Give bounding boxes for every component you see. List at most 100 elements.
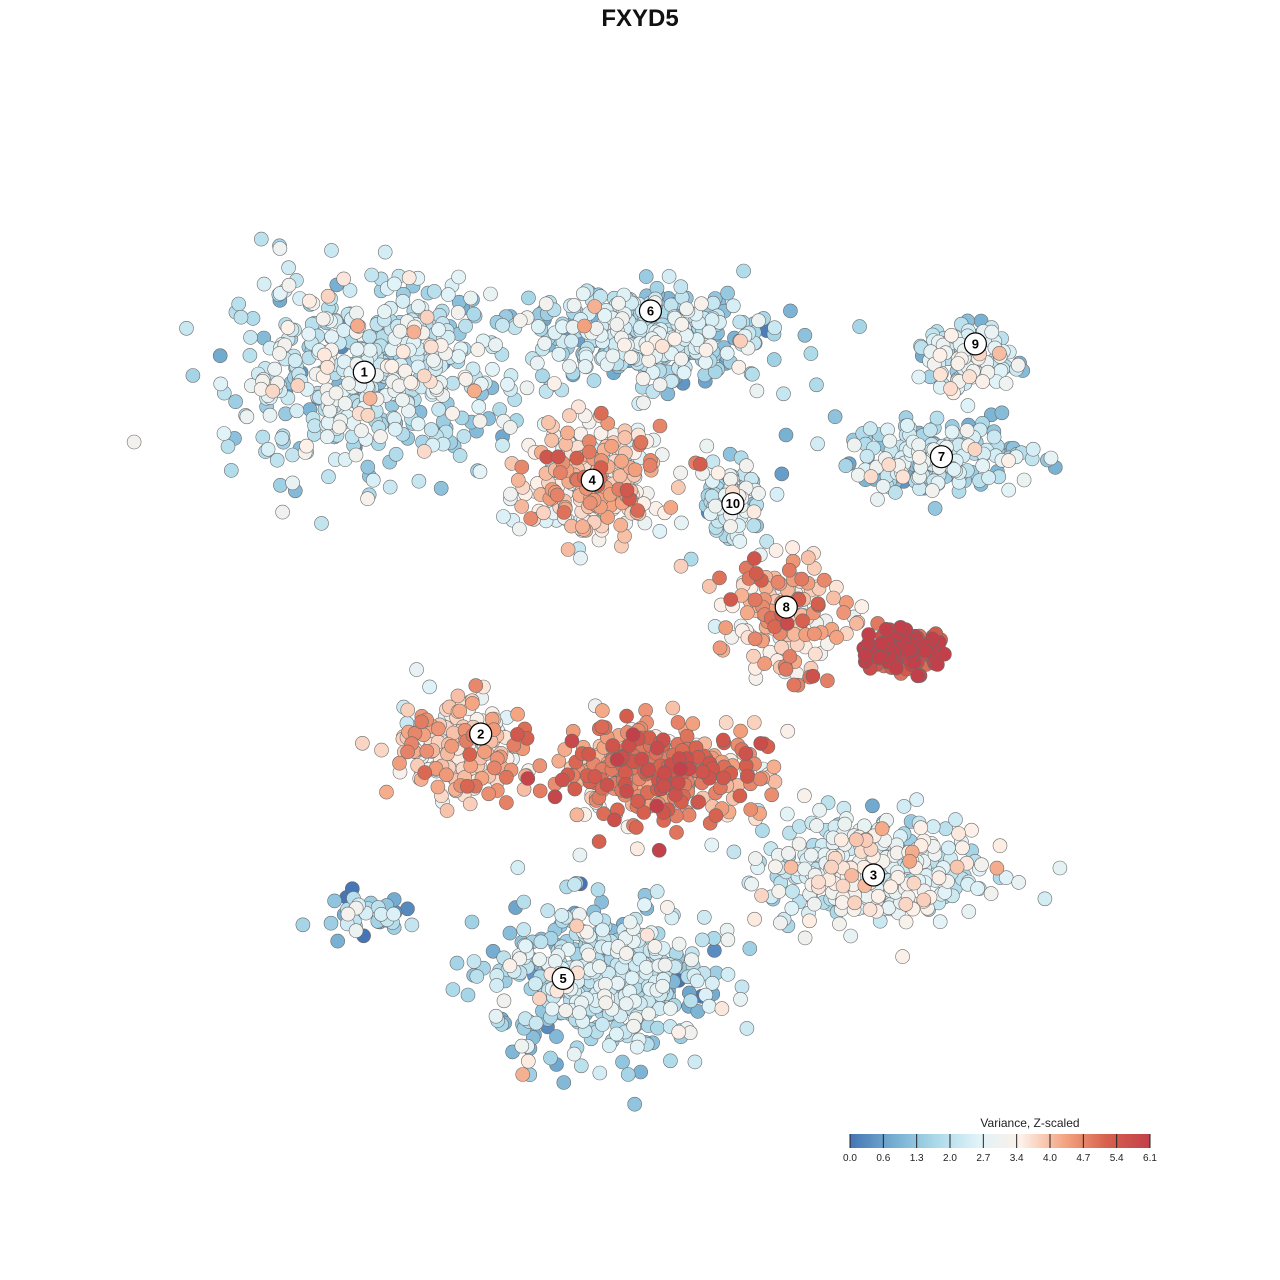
data-point (849, 616, 864, 631)
data-point (701, 998, 717, 1014)
data-point (732, 788, 748, 804)
data-point (431, 322, 446, 337)
data-point (622, 914, 638, 930)
data-point (451, 269, 466, 285)
data-point (670, 480, 686, 495)
data-point (499, 769, 514, 785)
data-point (423, 339, 439, 355)
data-point (746, 551, 762, 566)
data-point (341, 376, 356, 391)
data-point (747, 911, 762, 927)
data-point (502, 925, 518, 941)
data-point (649, 740, 665, 756)
data-point (870, 492, 885, 507)
data-point (625, 727, 641, 743)
data-point (911, 437, 927, 453)
data-point (930, 657, 945, 672)
data-point (832, 916, 847, 932)
data-point (636, 805, 652, 820)
data-point (641, 1006, 657, 1022)
points-layer (126, 231, 1068, 1112)
data-point (242, 348, 258, 363)
data-point (566, 298, 582, 313)
data-point (267, 361, 283, 377)
data-point (998, 376, 1014, 391)
data-point (657, 765, 672, 781)
data-point (499, 795, 514, 810)
data-point (641, 762, 656, 777)
data-point (673, 558, 689, 574)
data-point (547, 789, 563, 805)
cluster-label-8: 8 (774, 595, 798, 619)
data-point (320, 359, 335, 375)
data-point (403, 375, 419, 390)
cluster-label-badge (551, 966, 575, 991)
data-point (465, 696, 480, 711)
data-point (416, 368, 432, 384)
data-point (812, 802, 827, 818)
data-point (348, 447, 364, 463)
data-point (811, 874, 826, 890)
data-point (786, 677, 802, 693)
data-point (836, 605, 852, 620)
data-point (289, 403, 305, 419)
data-point (400, 901, 415, 917)
data-point (767, 774, 783, 789)
data-point (698, 342, 714, 358)
data-point (933, 367, 948, 382)
data-point (546, 376, 562, 391)
data-point (633, 320, 648, 335)
data-point (803, 847, 819, 863)
data-point (1010, 357, 1026, 373)
data-point (827, 409, 843, 425)
data-point (551, 346, 567, 362)
data-point (619, 784, 635, 799)
data-point (510, 706, 525, 722)
cluster-labels-layer: 1 6 9 7 4 10 8 2 3 5 (352, 299, 988, 991)
data-point (520, 1053, 536, 1069)
data-point (837, 816, 853, 832)
data-point (233, 309, 249, 325)
data-point (510, 860, 526, 875)
data-point (871, 650, 887, 666)
data-point (689, 973, 705, 989)
data-point (581, 444, 597, 460)
data-point (426, 353, 441, 368)
data-point (179, 320, 194, 336)
data-point (395, 392, 410, 408)
data-point (470, 342, 486, 357)
data-point (704, 975, 720, 991)
data-point (719, 345, 735, 361)
data-point (496, 993, 512, 1009)
data-point (893, 620, 909, 635)
data-point (911, 449, 927, 465)
data-point (466, 954, 482, 969)
data-point (797, 327, 813, 343)
data-point (848, 832, 864, 848)
data-point (1052, 860, 1068, 876)
data-point (791, 836, 807, 852)
data-point (661, 269, 677, 284)
data-point (281, 260, 296, 276)
data-point (937, 646, 952, 662)
data-point (336, 271, 352, 287)
data-point (802, 913, 817, 929)
data-point (929, 410, 945, 426)
cluster-label-text: 7 (938, 449, 945, 464)
data-point (734, 979, 750, 995)
data-point (392, 755, 407, 771)
data-point (538, 296, 554, 312)
data-point (512, 313, 528, 328)
data-point (544, 432, 560, 448)
data-point (449, 955, 465, 971)
data-point (543, 1050, 558, 1066)
data-point (783, 859, 799, 875)
data-point (654, 338, 670, 354)
legend-tick-label: 1.3 (910, 1153, 924, 1164)
data-point (781, 846, 796, 861)
data-point (898, 914, 914, 930)
data-point (955, 840, 970, 856)
data-point (531, 319, 546, 334)
data-point (916, 892, 932, 908)
data-point (739, 769, 755, 784)
